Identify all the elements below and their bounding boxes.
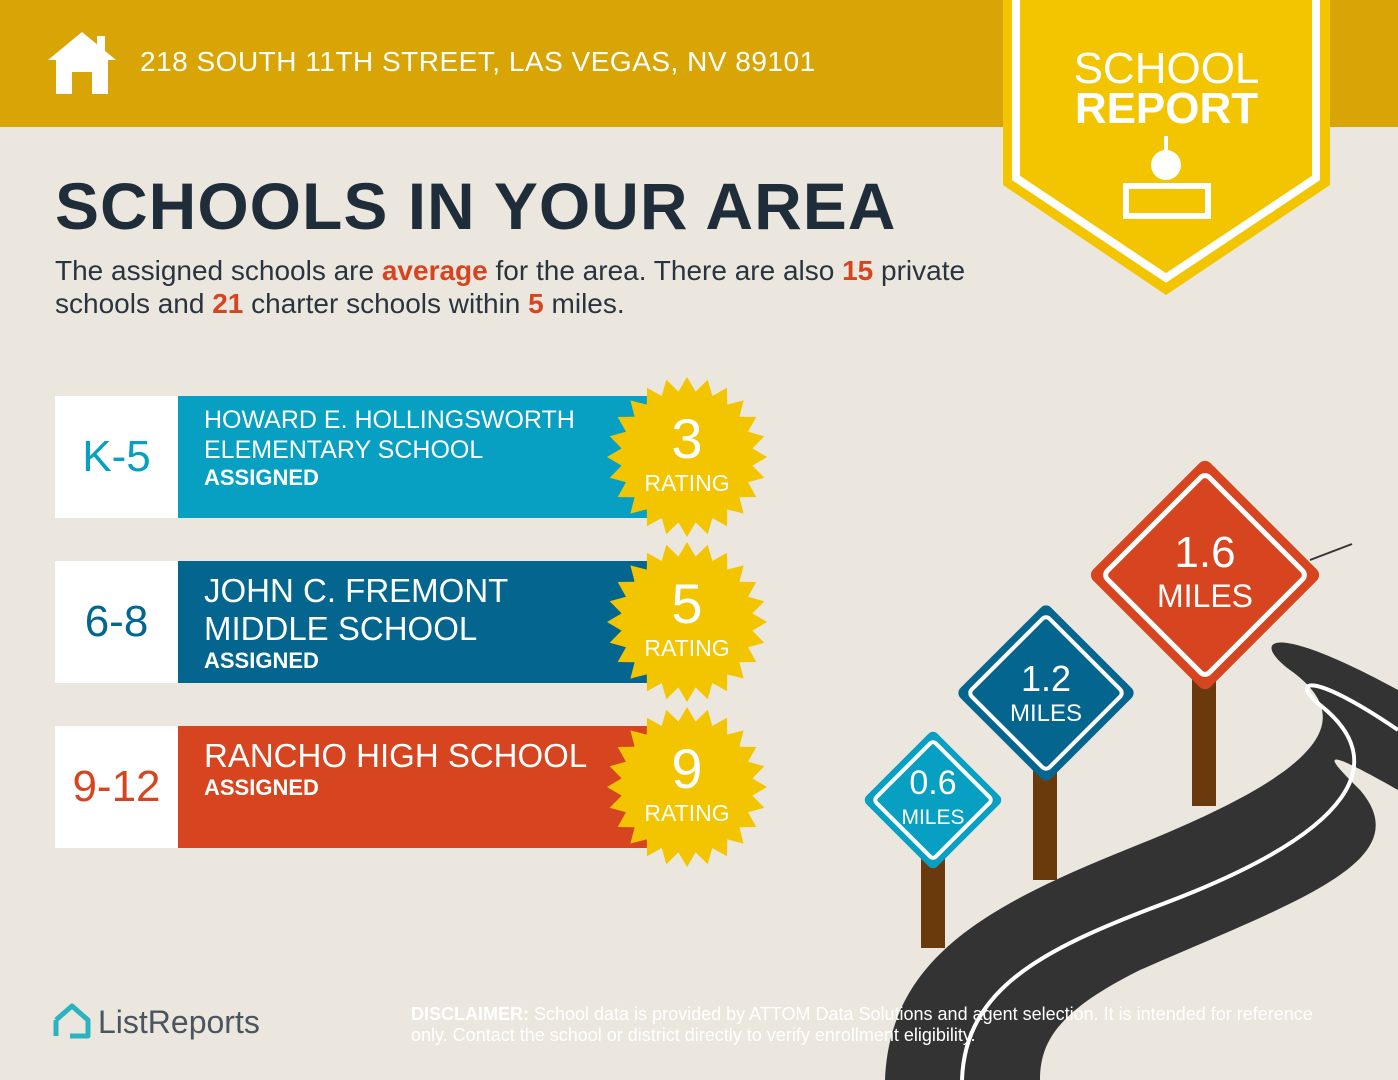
school-info: RANCHO HIGH SCHOOL ASSIGNED	[178, 737, 650, 859]
distance: 1.2	[1020, 658, 1072, 699]
rating: 3	[671, 407, 703, 470]
grades: 9-12	[55, 726, 178, 848]
text: charter schools within	[243, 288, 529, 319]
grades: K-5	[55, 396, 178, 518]
school-name: RANCHO HIGH SCHOOL	[204, 737, 588, 774]
badge-line: SCHOOL	[1073, 44, 1260, 93]
grades: 6-8	[55, 561, 178, 683]
rating: 5	[671, 572, 703, 635]
distance-unit: MILES	[1156, 578, 1254, 614]
text: miles.	[543, 288, 625, 319]
highlight: 5	[528, 288, 544, 319]
status: ASSIGNED	[204, 648, 319, 673]
title: SCHOOLS IN YOUR AREA	[55, 169, 897, 243]
disclaimer: DISCLAIMER: School data is provided by A…	[411, 1004, 1331, 1046]
status: ASSIGNED	[204, 465, 319, 490]
highlight: average	[381, 255, 488, 286]
school-name: JOHN C. FREMONT	[204, 572, 509, 609]
school-name: HOWARD E. HOLLINGSWORTH	[204, 406, 575, 434]
distance-unit: MILES	[901, 806, 965, 829]
text: The assigned schools are	[55, 255, 382, 286]
address: 218 SOUTH 11TH STREET, LAS VEGAS, NV 891…	[140, 46, 816, 77]
school-name: ELEMENTARY SCHOOL	[204, 436, 484, 464]
rating: 9	[671, 737, 703, 800]
disclaimer-text: School data is provided by ATTOM Data So…	[411, 1004, 1313, 1045]
highlight: 21	[212, 288, 244, 319]
status: ASSIGNED	[204, 775, 319, 800]
text: private schools and	[55, 255, 966, 319]
distance-unit: MILES	[1009, 700, 1083, 727]
school-info: HOWARD E. HOLLINGSWORTH ELEMENTARY SCHOO…	[178, 405, 650, 527]
distance: 0.6	[909, 764, 957, 802]
text: for the area. There are also	[487, 255, 843, 286]
disclaimer-label: DISCLAIMER:	[411, 1004, 529, 1024]
school-info: JOHN C. FREMONT MIDDLE SCHOOL ASSIGNED	[178, 572, 650, 694]
highlight: 15	[842, 255, 874, 286]
logo: ListReports	[98, 1004, 260, 1040]
badge-line: REPORT	[1074, 84, 1259, 133]
summary: The assigned schools are average for the…	[55, 254, 985, 320]
rating-label: RATING	[644, 800, 730, 826]
rating-label: RATING	[644, 635, 730, 661]
rating-label: RATING	[644, 470, 730, 496]
school-name: MIDDLE SCHOOL	[204, 610, 478, 647]
distance: 1.6	[1174, 528, 1236, 577]
